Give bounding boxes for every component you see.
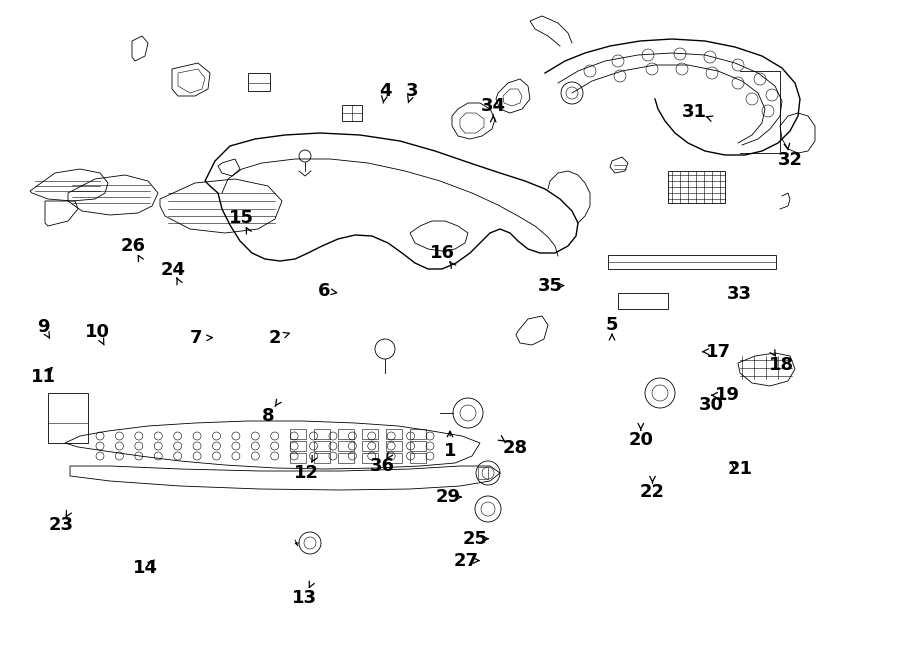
- Text: 15: 15: [229, 209, 254, 227]
- Text: 36: 36: [370, 457, 395, 475]
- Text: 29: 29: [436, 488, 461, 506]
- Text: 17: 17: [706, 342, 731, 361]
- Text: 12: 12: [293, 463, 319, 482]
- Bar: [314, 429, 330, 439]
- Text: 27: 27: [454, 551, 479, 570]
- Text: 3: 3: [406, 82, 419, 100]
- Text: 18: 18: [769, 356, 794, 374]
- Bar: [338, 429, 354, 439]
- Text: 9: 9: [37, 318, 50, 336]
- Bar: [410, 453, 426, 463]
- Bar: [248, 73, 270, 91]
- Text: 11: 11: [31, 368, 56, 386]
- Bar: [342, 105, 362, 121]
- Text: 21: 21: [727, 460, 752, 479]
- Text: 25: 25: [463, 529, 488, 548]
- Bar: [386, 441, 402, 451]
- Text: 2: 2: [268, 329, 281, 348]
- Text: 4: 4: [379, 82, 392, 100]
- Bar: [478, 467, 488, 479]
- Bar: [314, 453, 330, 463]
- Text: 5: 5: [606, 316, 618, 334]
- Text: 16: 16: [430, 243, 455, 262]
- Text: 32: 32: [778, 151, 803, 169]
- Bar: [386, 429, 402, 439]
- Text: 19: 19: [715, 386, 740, 405]
- Bar: [362, 441, 378, 451]
- Bar: [314, 441, 330, 451]
- Text: 31: 31: [682, 103, 707, 122]
- Bar: [290, 441, 306, 451]
- Bar: [362, 429, 378, 439]
- Bar: [290, 429, 306, 439]
- Bar: [338, 453, 354, 463]
- Bar: [362, 453, 378, 463]
- Bar: [410, 441, 426, 451]
- Text: 34: 34: [481, 97, 506, 115]
- Text: 6: 6: [318, 282, 330, 300]
- Text: 14: 14: [133, 559, 158, 578]
- Bar: [290, 453, 306, 463]
- Text: 23: 23: [49, 516, 74, 535]
- Text: 13: 13: [292, 589, 317, 607]
- Text: 20: 20: [628, 430, 653, 449]
- Text: 8: 8: [262, 407, 274, 426]
- Bar: [608, 255, 776, 269]
- Text: 24: 24: [160, 260, 185, 279]
- Text: 28: 28: [502, 439, 527, 457]
- Text: 10: 10: [85, 323, 110, 341]
- Text: 26: 26: [121, 237, 146, 255]
- Text: 33: 33: [727, 285, 752, 303]
- Text: 30: 30: [698, 395, 724, 414]
- Bar: [386, 453, 402, 463]
- Text: 35: 35: [538, 276, 563, 295]
- Bar: [338, 441, 354, 451]
- Bar: [410, 429, 426, 439]
- Text: 1: 1: [444, 442, 456, 460]
- Text: 7: 7: [190, 329, 203, 348]
- Text: 22: 22: [640, 483, 665, 502]
